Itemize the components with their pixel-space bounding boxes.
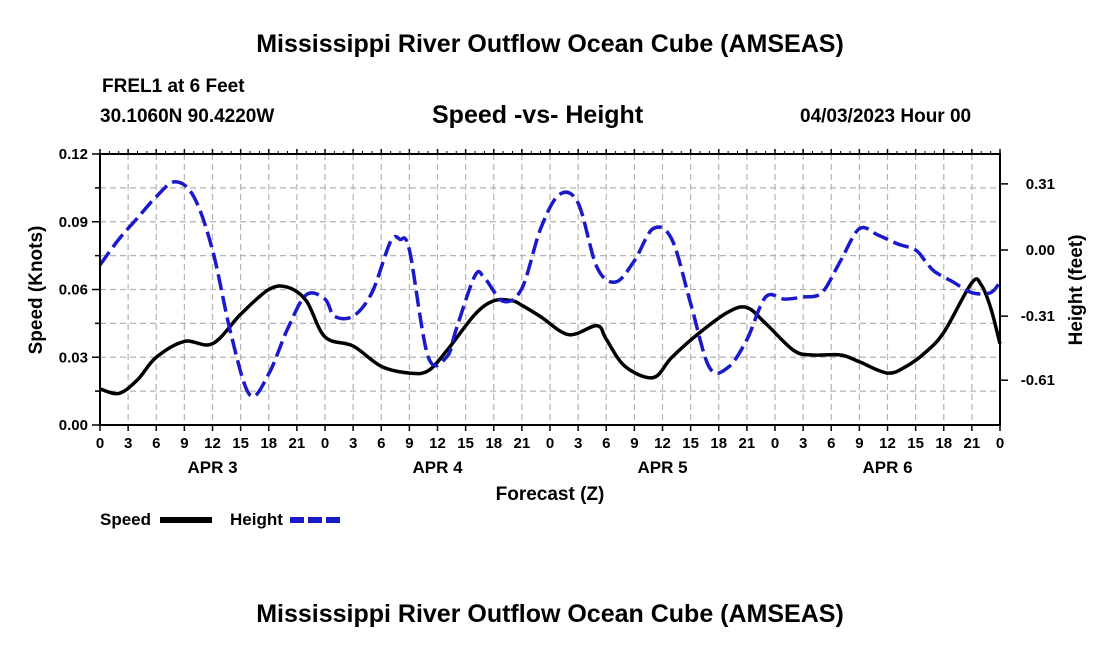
series-line-height bbox=[98, 179, 1002, 399]
x-tick-label: 0 bbox=[321, 435, 329, 452]
y-axis-title-left: Speed (Knots) bbox=[26, 226, 47, 355]
x-tick-label: 21 bbox=[739, 435, 756, 452]
speed-height-chart: 0.00 0.03 0.06 0.09 0.12 -0.61 -0.31 0.00 0.31 0 3… bbox=[26, 146, 1087, 529]
top-title: Mississippi River Outflow Ocean Cube (AM… bbox=[256, 30, 844, 58]
y-axis-title-right: Height (feet) bbox=[1066, 235, 1087, 346]
x-tick-label: 21 bbox=[964, 435, 981, 452]
x-tick-label: 3 bbox=[124, 435, 132, 452]
station-coordinates: 30.1060N 90.4220W bbox=[100, 106, 275, 127]
x-tick-label: 18 bbox=[935, 435, 952, 452]
y-tick-label-right: -0.61 bbox=[1021, 372, 1055, 389]
y-tick-label-left: 0.12 bbox=[59, 146, 88, 163]
x-tick-label: 6 bbox=[827, 435, 835, 452]
x-tick-label: 15 bbox=[682, 435, 699, 452]
x-axis-title: Forecast (Z) bbox=[496, 484, 605, 505]
y-tick-label-left: 0.00 bbox=[59, 417, 88, 434]
axis-ticks bbox=[92, 149, 1008, 431]
x-day-label: APR 4 bbox=[412, 458, 463, 477]
x-tick-label: 9 bbox=[180, 435, 188, 452]
x-tick-label: 18 bbox=[710, 435, 727, 452]
grid-lines bbox=[100, 154, 1000, 425]
x-tick-label: 18 bbox=[260, 435, 277, 452]
y-tick-label-right: -0.31 bbox=[1021, 308, 1055, 325]
y-tick-label-left: 0.03 bbox=[59, 349, 88, 366]
y-tick-label-left: 0.09 bbox=[59, 214, 88, 231]
x-tick-label: 0 bbox=[771, 435, 779, 452]
x-tick-label: 9 bbox=[405, 435, 413, 452]
x-tick-label: 0 bbox=[546, 435, 554, 452]
x-tick-label: 6 bbox=[377, 435, 385, 452]
y-tick-label-right: 0.31 bbox=[1026, 176, 1055, 193]
bottom-title: Mississippi River Outflow Ocean Cube (AM… bbox=[256, 600, 844, 628]
x-tick-label: 6 bbox=[602, 435, 610, 452]
x-day-label: APR 6 bbox=[862, 458, 912, 477]
legend-speed-label: Speed bbox=[100, 510, 151, 529]
x-tick-label: 12 bbox=[204, 435, 221, 452]
x-tick-label: 3 bbox=[574, 435, 582, 452]
x-tick-label: 6 bbox=[152, 435, 160, 452]
x-tick-label: 15 bbox=[232, 435, 249, 452]
x-tick-label: 12 bbox=[429, 435, 446, 452]
y-tick-label-right: 0.00 bbox=[1026, 242, 1055, 259]
series-line-speed bbox=[99, 277, 1002, 396]
x-day-label: APR 3 bbox=[187, 458, 237, 477]
x-tick-label: 0 bbox=[96, 435, 104, 452]
x-tick-label: 21 bbox=[289, 435, 306, 452]
x-tick-label: 12 bbox=[654, 435, 671, 452]
station-name: FREL1 at 6 Feet bbox=[102, 76, 245, 97]
x-tick-label: 15 bbox=[907, 435, 924, 452]
legend-height-label: Height bbox=[230, 510, 283, 529]
x-tick-label: 3 bbox=[799, 435, 807, 452]
x-tick-label: 9 bbox=[630, 435, 638, 452]
x-tick-label: 12 bbox=[879, 435, 896, 452]
x-tick-label: 3 bbox=[349, 435, 357, 452]
y-tick-label-left: 0.06 bbox=[59, 282, 88, 299]
x-tick-label: 15 bbox=[457, 435, 474, 452]
x-tick-label: 21 bbox=[514, 435, 531, 452]
x-day-label: APR 5 bbox=[637, 458, 687, 477]
x-tick-label: 0 bbox=[996, 435, 1004, 452]
chart-subtitle: Speed -vs- Height bbox=[432, 101, 644, 129]
forecast-datetime: 04/03/2023 Hour 00 bbox=[800, 106, 972, 127]
x-tick-label: 18 bbox=[485, 435, 502, 452]
x-tick-label: 9 bbox=[855, 435, 863, 452]
legend: Speed Height bbox=[100, 510, 342, 529]
